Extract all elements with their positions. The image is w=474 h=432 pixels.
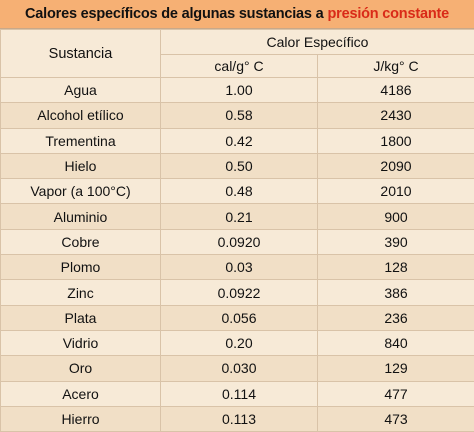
- cell-cal: 0.0920: [161, 229, 318, 254]
- cell-cal: 0.42: [161, 128, 318, 153]
- cell-j: 236: [318, 305, 474, 330]
- cell-substance: Agua: [1, 78, 161, 103]
- cell-substance: Vidrio: [1, 330, 161, 355]
- cell-substance: Acero: [1, 381, 161, 406]
- cell-j: 473: [318, 406, 474, 431]
- cell-substance: Aluminio: [1, 204, 161, 229]
- cell-j: 128: [318, 255, 474, 280]
- cell-cal: 0.113: [161, 406, 318, 431]
- cell-cal: 0.114: [161, 381, 318, 406]
- cell-substance: Zinc: [1, 280, 161, 305]
- header-unit-cal: cal/g° C: [161, 55, 318, 78]
- cell-substance: Hielo: [1, 153, 161, 178]
- cell-substance: Plomo: [1, 255, 161, 280]
- cell-cal: 0.03: [161, 255, 318, 280]
- specific-heat-table: Sustancia Calor Específico cal/g° C J/kg…: [0, 29, 474, 432]
- cell-substance: Hierro: [1, 406, 161, 431]
- cell-cal: 1.00: [161, 78, 318, 103]
- cell-cal: 0.056: [161, 305, 318, 330]
- cell-j: 386: [318, 280, 474, 305]
- cell-cal: 0.50: [161, 153, 318, 178]
- cell-cal: 0.48: [161, 179, 318, 204]
- table-title: Calores específicos de algunas sustancia…: [0, 0, 474, 29]
- cell-substance: Vapor (a 100°C): [1, 179, 161, 204]
- header-specific-heat: Calor Específico: [161, 30, 474, 55]
- header-unit-j: J/kg° C: [318, 55, 474, 78]
- cell-j: 2430: [318, 103, 474, 128]
- cell-substance: Alcohol etílico: [1, 103, 161, 128]
- title-main-text: Calores específicos de algunas sustancia…: [25, 6, 323, 22]
- cell-cal: 0.0922: [161, 280, 318, 305]
- cell-cal: 0.030: [161, 356, 318, 381]
- cell-j: 129: [318, 356, 474, 381]
- header-substance: Sustancia: [1, 30, 161, 78]
- cell-substance: Trementina: [1, 128, 161, 153]
- cell-j: 2010: [318, 179, 474, 204]
- cell-j: 390: [318, 229, 474, 254]
- cell-substance: Oro: [1, 356, 161, 381]
- cell-substance: Cobre: [1, 229, 161, 254]
- cell-j: 4186: [318, 78, 474, 103]
- cell-j: 1800: [318, 128, 474, 153]
- cell-cal: 0.21: [161, 204, 318, 229]
- cell-cal: 0.20: [161, 330, 318, 355]
- cell-j: 2090: [318, 153, 474, 178]
- cell-j: 477: [318, 381, 474, 406]
- cell-j: 900: [318, 204, 474, 229]
- cell-j: 840: [318, 330, 474, 355]
- cell-cal: 0.58: [161, 103, 318, 128]
- title-highlight-text: presión constante: [327, 6, 449, 22]
- cell-substance: Plata: [1, 305, 161, 330]
